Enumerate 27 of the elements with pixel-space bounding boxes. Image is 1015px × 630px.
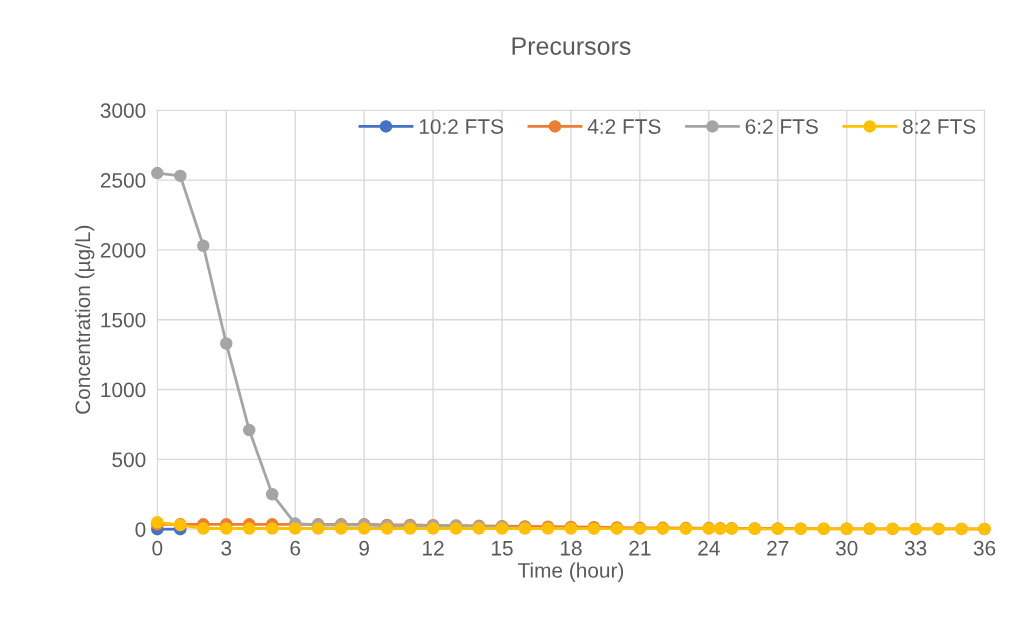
y-tick-label: 500 xyxy=(112,452,146,468)
legend-label: 6:2 FTS xyxy=(745,119,818,134)
x-tick-label: 27 xyxy=(767,540,789,556)
x-tick-label: 12 xyxy=(423,540,444,556)
x-tick-label: 24 xyxy=(698,540,720,556)
y-tick-label: 1500 xyxy=(101,312,146,328)
x-tick-label: 33 xyxy=(904,540,927,556)
x-tick-label: 36 xyxy=(973,540,996,556)
x-tick-label: 15 xyxy=(492,541,513,556)
x-tick-label: 9 xyxy=(359,540,369,556)
legend-label: 10:2 FTS xyxy=(419,119,503,134)
y-axis-title: Concentration (µg/L) xyxy=(74,225,95,414)
legend-label: 8:2 FTS xyxy=(903,119,976,134)
chart-title: Precursors xyxy=(512,37,631,55)
x-tick-label: 3 xyxy=(221,540,232,556)
x-tick-label: 18 xyxy=(560,540,582,556)
y-tick-label: 0 xyxy=(135,522,146,537)
y-tick-label: 2500 xyxy=(100,173,146,188)
x-axis-title: Time (hour) xyxy=(517,562,624,582)
x-tick-label: 21 xyxy=(629,540,651,556)
x-tick-label: 6 xyxy=(290,540,301,556)
legend-label: 4:2 FTS xyxy=(587,119,661,134)
y-tick-label: 3000 xyxy=(100,103,146,118)
y-tick-label: 2000 xyxy=(100,242,146,258)
y-tick-label: 1000 xyxy=(101,382,146,398)
x-tick-label: 0 xyxy=(152,540,163,556)
x-tick-label: 30 xyxy=(835,540,858,556)
